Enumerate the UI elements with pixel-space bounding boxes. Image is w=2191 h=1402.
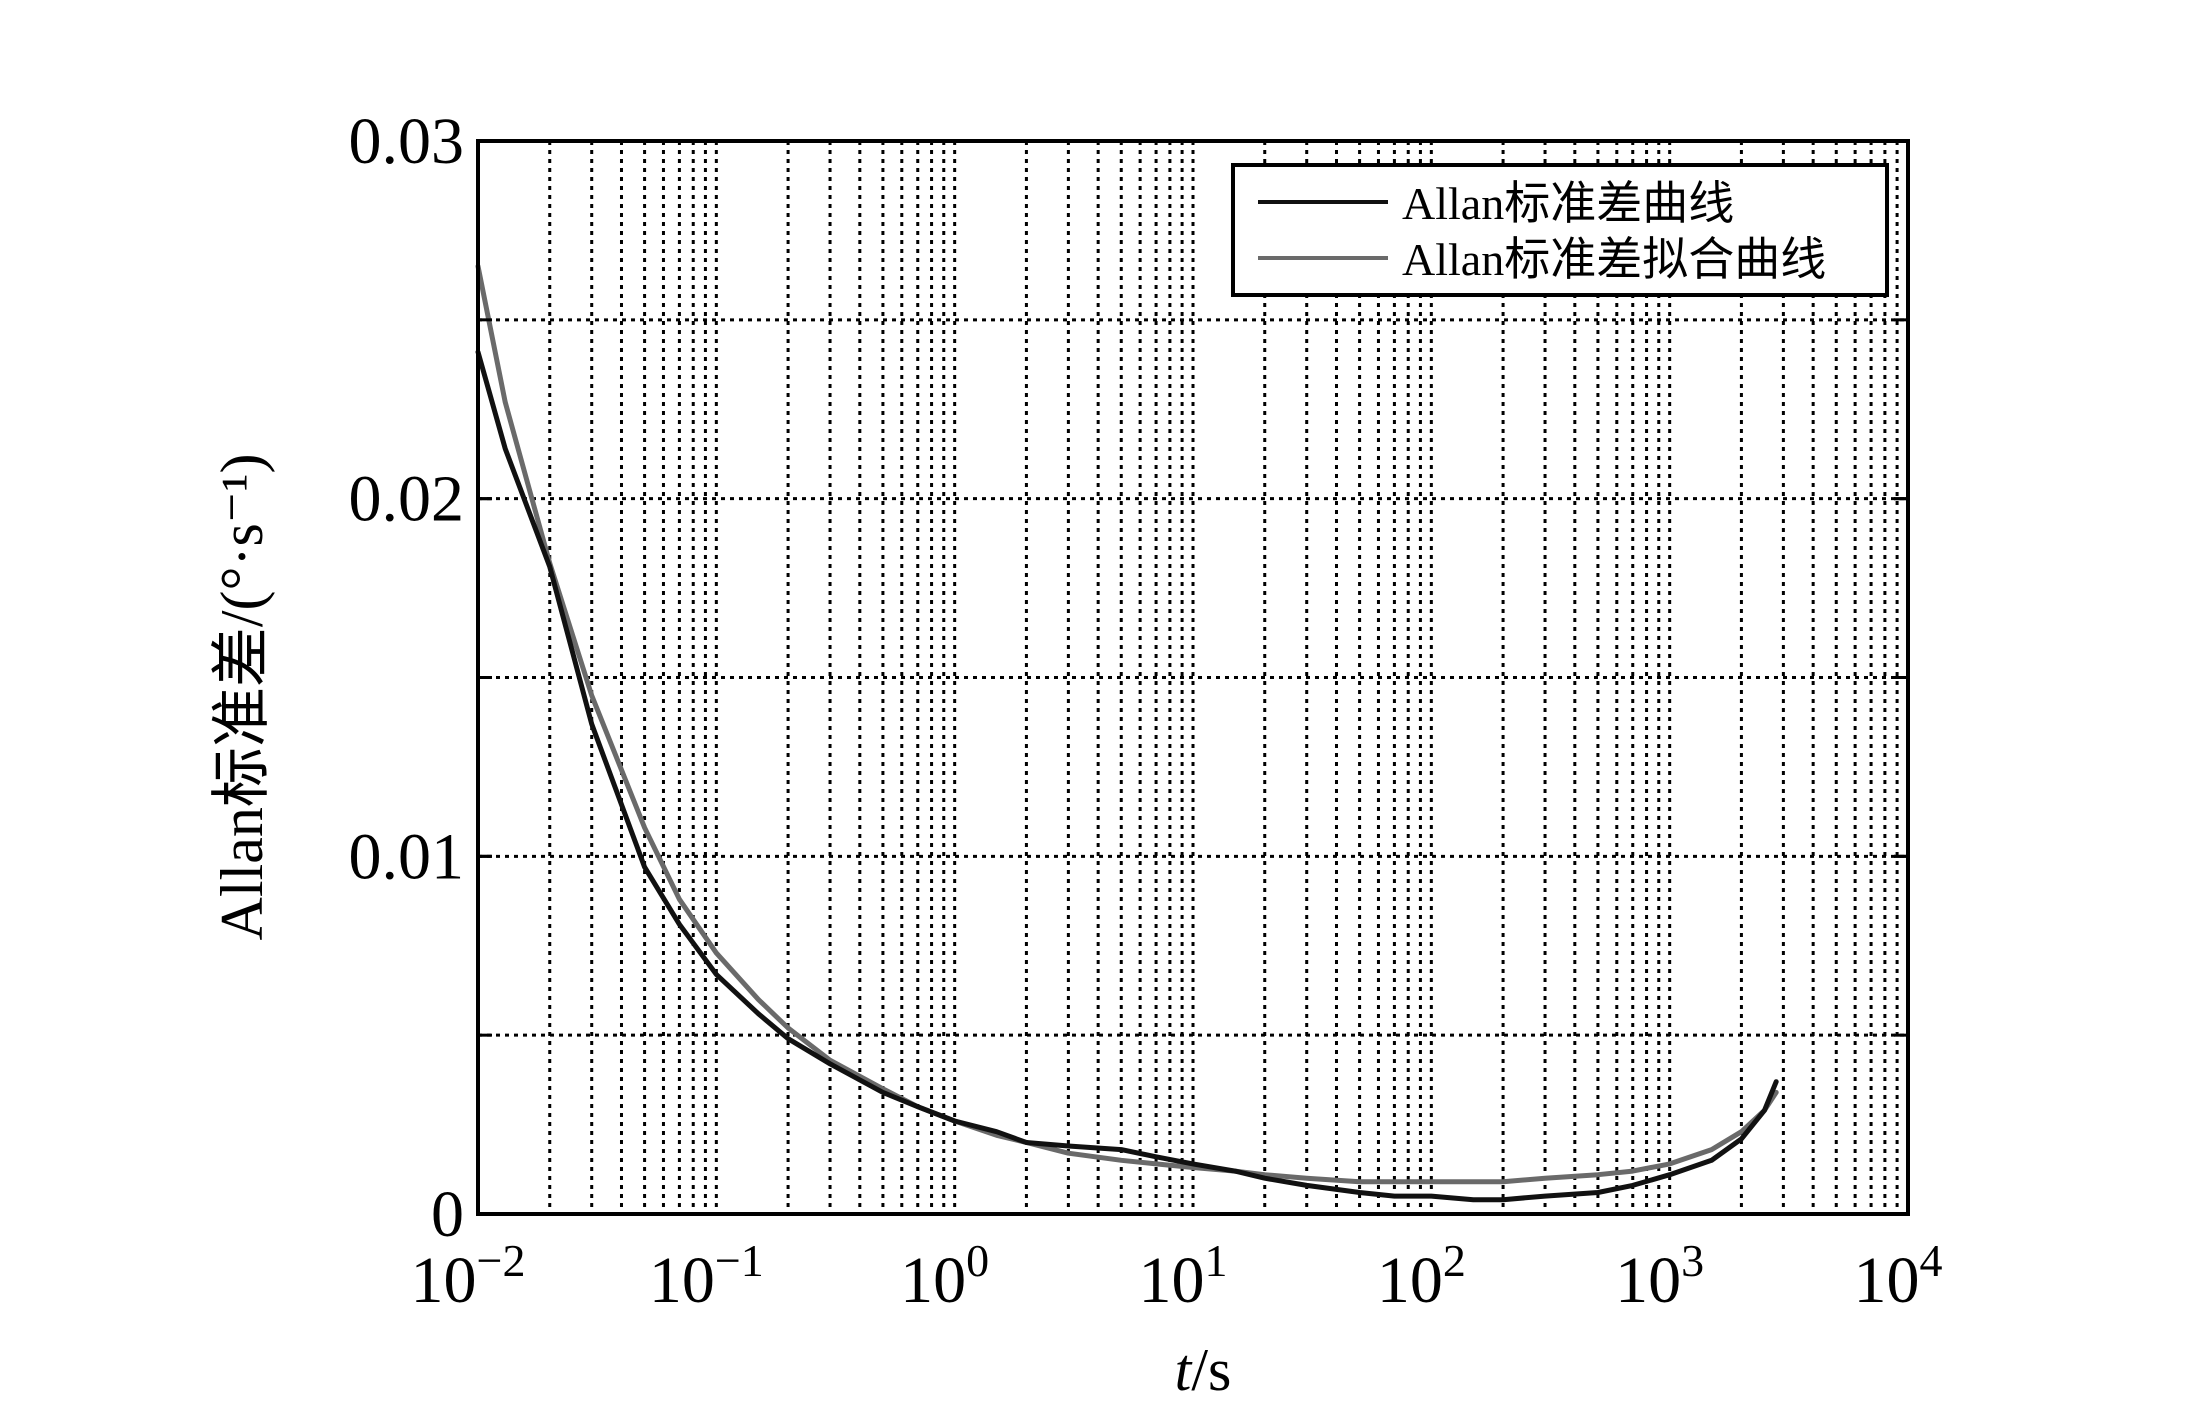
x-axis-label-variable: t (1175, 1337, 1193, 1402)
x-tick-label: 104 (1854, 1235, 1943, 1317)
x-tick-exponent: −1 (715, 1235, 764, 1286)
x-tick-label: 103 (1615, 1235, 1704, 1317)
legend-label-measured: Allan标准差曲线 (1402, 178, 1734, 229)
x-tick-exponent: 1 (1205, 1235, 1228, 1286)
y-tick-label: 0.03 (349, 105, 465, 178)
x-tick-label: 10−2 (411, 1235, 526, 1317)
y-axis-ticks: 0 0.01 0.02 0.03 (349, 105, 1908, 1251)
x-axis-ticks: 10−2 10−1 100 101 102 103 104 (411, 1235, 1943, 1317)
x-axis-label-unit: /s (1191, 1337, 1231, 1402)
x-tick-base: 10 (1615, 1244, 1681, 1317)
legend-box (1231, 163, 1889, 297)
x-tick-base: 10 (1377, 1244, 1443, 1317)
fitted-curve-line (475, 263, 1779, 1185)
x-tick-exponent: 2 (1443, 1235, 1466, 1286)
grid-lines (478, 141, 1908, 1214)
legend: Allan标准差曲线 Allan标准差拟合曲线 (1231, 163, 1889, 297)
x-tick-exponent: 0 (966, 1235, 989, 1286)
x-tick-base: 10 (411, 1244, 477, 1317)
y-tick-label: 0.01 (349, 820, 465, 893)
x-tick-exponent: 4 (1920, 1235, 1943, 1286)
x-tick-exponent: 3 (1681, 1235, 1704, 1286)
x-tick-base: 10 (900, 1244, 966, 1317)
x-tick-label: 101 (1139, 1235, 1228, 1317)
x-tick-exponent: −2 (477, 1235, 526, 1286)
data-series (475, 263, 1779, 1203)
x-tick-base: 10 (649, 1244, 715, 1317)
x-tick-base: 10 (1139, 1244, 1205, 1317)
x-tick-label: 102 (1377, 1235, 1466, 1317)
x-tick-base: 10 (1854, 1244, 1920, 1317)
x-tick-label: 100 (900, 1235, 989, 1317)
x-tick-label: 10−1 (649, 1235, 764, 1317)
x-axis-label: t/s (1175, 1337, 1232, 1402)
legend-label-fitted: Allan标准差拟合曲线 (1402, 234, 1826, 285)
y-tick-label: 0 (431, 1178, 464, 1251)
y-axis-label: Allan标准差/(°·s⁻¹) (209, 454, 275, 941)
y-tick-label: 0.02 (349, 463, 465, 536)
measured-curve-line (475, 349, 1779, 1203)
